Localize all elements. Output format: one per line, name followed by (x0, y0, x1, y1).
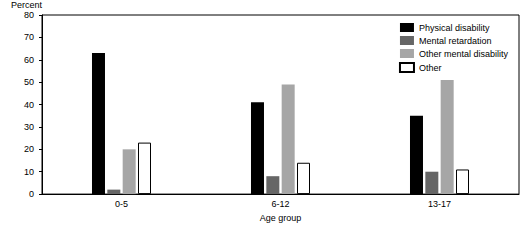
svg-text:30: 30 (24, 122, 34, 132)
svg-text:Percent: Percent (11, 0, 43, 10)
svg-text:6-12: 6-12 (271, 199, 289, 209)
svg-text:10: 10 (24, 167, 34, 177)
svg-text:20: 20 (24, 144, 34, 154)
svg-text:Mental retardation: Mental retardation (419, 36, 492, 46)
svg-text:0-5: 0-5 (115, 199, 128, 209)
svg-text:Physical disability: Physical disability (419, 23, 490, 33)
svg-text:50: 50 (24, 77, 34, 87)
svg-text:60: 60 (24, 55, 34, 65)
svg-text:Other mental disability: Other mental disability (419, 49, 509, 59)
svg-text:0: 0 (29, 189, 34, 199)
svg-text:40: 40 (24, 100, 34, 110)
svg-text:80: 80 (24, 10, 34, 20)
svg-text:Other: Other (419, 63, 442, 73)
svg-text:13-17: 13-17 (428, 199, 451, 209)
svg-text:70: 70 (24, 32, 34, 42)
svg-text:Age group: Age group (260, 213, 302, 223)
